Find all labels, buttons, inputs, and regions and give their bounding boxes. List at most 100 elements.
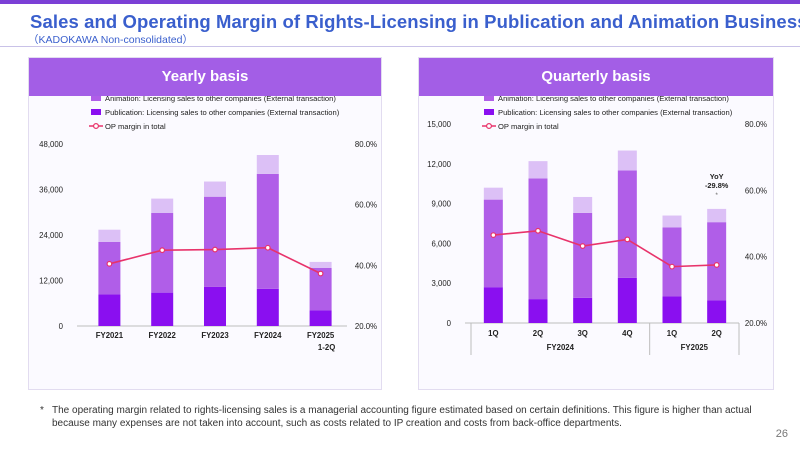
op-margin-point: [579, 243, 586, 249]
bar-segment: [309, 267, 332, 311]
y-tick-label: 36,000: [39, 186, 64, 195]
bar-segment: [309, 310, 332, 326]
legend-label: Publication: Licensing sales to other co…: [105, 108, 340, 117]
y-tick-label: 0: [447, 319, 452, 328]
op-margin-point: [317, 270, 324, 277]
bar-segment: [151, 292, 174, 326]
bar-segment: [528, 161, 548, 179]
yoy-annotation-line1: YoY: [710, 172, 724, 181]
op-margin-point: [490, 232, 497, 239]
bar-segment: [617, 170, 637, 278]
op-margin-point: [624, 236, 631, 243]
bar-segment: [528, 299, 548, 323]
footnote: * The operating margin related to rights…: [40, 405, 752, 430]
op-margin-point: [535, 227, 541, 234]
bar-segment: [573, 212, 593, 298]
y2-tick-label: 40.0%: [745, 253, 767, 262]
y-tick-label: 12,000: [427, 160, 452, 169]
bar-segment: [98, 229, 121, 242]
bar-segment: [617, 150, 637, 171]
op-margin-point: [212, 246, 218, 253]
op-margin-point: [713, 262, 720, 268]
bar-segment: [151, 198, 174, 214]
slide-subtitle: （KADOKAWA Non-consolidated）: [28, 34, 193, 46]
op-margin-line: [493, 229, 717, 268]
footnote-text: The operating margin related to rights-l…: [52, 405, 752, 429]
y-tick-label: 15,000: [427, 120, 452, 129]
yearly-panel-header: Yearly basis: [29, 58, 381, 96]
bar-segment: [483, 199, 503, 288]
yearly-panel: Yearly basis (Million JPY)Animation: In-…: [28, 57, 382, 390]
quarterly-panel: Quarterly basis ( Million JPY )Animation…: [418, 57, 774, 390]
legend-swatch: [484, 96, 494, 101]
bar-segment: [98, 241, 121, 295]
op-margin-point: [264, 244, 271, 251]
bar-segment: [707, 208, 727, 223]
bar-segment: [662, 227, 682, 297]
yearly-chart: (Million JPY)Animation: In-house licensi…: [39, 96, 377, 352]
legend-swatch: [484, 109, 494, 115]
y2-tick-label: 60.0%: [355, 201, 377, 210]
x-tick-sublabel: 1-2Q: [318, 343, 335, 352]
legend-label: OP margin in total: [498, 122, 559, 131]
y2-tick-label: 40.0%: [355, 261, 377, 270]
bar-segment: [98, 294, 121, 326]
y-tick-label: 0: [59, 322, 64, 331]
legend-label: Animation: Licensing sales to other comp…: [498, 96, 729, 103]
legend-line-marker: [485, 123, 492, 130]
y2-tick-label: 60.0%: [745, 186, 767, 195]
footnote-mark: *: [40, 405, 44, 416]
slide-title: Sales and Operating Margin of Rights-Lic…: [30, 11, 800, 32]
bar-segment: [309, 261, 332, 268]
bar-segment: [204, 196, 226, 287]
yoy-annotation-line2: -29.8%: [705, 181, 729, 190]
bar-segment: [256, 154, 279, 174]
x-tick-label: 1Q: [667, 329, 677, 338]
x-tick-label: 3Q: [577, 329, 587, 338]
bar-segment: [528, 178, 548, 300]
y2-tick-label: 20.0%: [355, 322, 377, 331]
legend-line-marker: [92, 123, 99, 130]
x-tick-label: FY2025: [307, 331, 335, 340]
x-group-label: FY2024: [547, 343, 575, 352]
legend-label: OP margin in total: [105, 122, 166, 131]
bar-segment: [573, 297, 593, 323]
legend-swatch: [91, 109, 101, 115]
x-tick-label: FY2022: [149, 331, 177, 340]
page-number: 26: [775, 428, 788, 440]
title-divider: [0, 46, 800, 47]
x-tick-label: FY2024: [254, 331, 282, 340]
y-tick-label: 3,000: [431, 279, 451, 288]
x-tick-label: 4Q: [622, 329, 632, 338]
y2-tick-label: 80.0%: [355, 140, 377, 149]
bar-segment: [256, 173, 279, 289]
bar-segment: [573, 196, 593, 213]
x-group-label: FY2025: [681, 343, 709, 352]
bar-segment: [204, 286, 226, 326]
op-margin-point: [106, 260, 113, 267]
bar-segment: [662, 215, 682, 228]
quarterly-chart: ( Million JPY )Animation: In-house licen…: [427, 96, 767, 355]
x-tick-label: 2Q: [711, 329, 721, 338]
y-tick-label: 12,000: [39, 277, 64, 286]
x-tick-label: FY2021: [96, 331, 124, 340]
legend-label: Publication: Licensing sales to other co…: [498, 108, 733, 117]
y-tick-label: 24,000: [39, 231, 64, 240]
legend-label: Animation: Licensing sales to other comp…: [105, 96, 336, 103]
top-accent-bar: [0, 0, 800, 4]
op-margin-point: [669, 263, 675, 270]
legend-swatch: [91, 96, 101, 101]
bar-segment: [662, 296, 682, 323]
y-tick-label: 9,000: [431, 200, 451, 209]
bar-segment: [483, 187, 503, 200]
bar-segment: [707, 300, 727, 323]
yoy-annotation-mark: *: [715, 192, 718, 199]
y2-tick-label: 80.0%: [745, 120, 767, 129]
bar-segment: [204, 181, 226, 197]
bar-segment: [707, 222, 727, 301]
y-tick-label: 6,000: [431, 239, 451, 248]
op-margin-point: [159, 247, 166, 254]
y-tick-label: 48,000: [39, 140, 64, 149]
x-tick-label: 1Q: [488, 329, 498, 338]
quarterly-panel-header: Quarterly basis: [419, 58, 773, 96]
